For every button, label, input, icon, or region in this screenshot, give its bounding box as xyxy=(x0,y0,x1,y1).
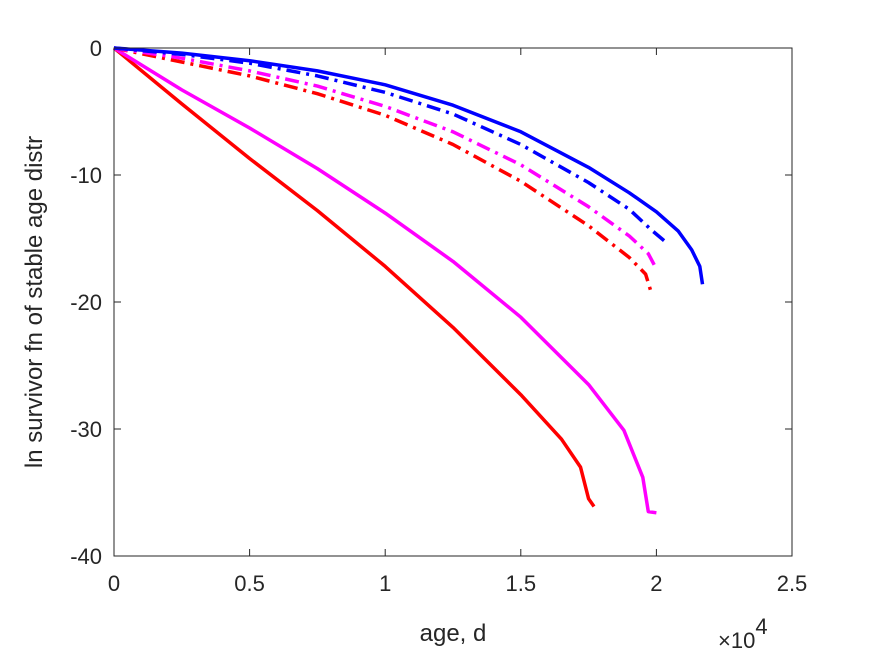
x-tick-label: 1.5 xyxy=(506,571,537,596)
series-line-2 xyxy=(113,46,657,515)
y-tick-label: -40 xyxy=(70,544,102,569)
y-tick-label: -30 xyxy=(70,417,102,442)
x-axis-ticks: 0 0.5 1 1.5 2 2.5 xyxy=(108,48,807,596)
series-line-1 xyxy=(112,46,596,508)
x-exponent-power: 4 xyxy=(755,614,767,639)
series-line-4 xyxy=(113,46,658,270)
y-axis-ticks: 0 -10 -20 -30 -40 xyxy=(70,36,792,569)
x-tick-label: 2 xyxy=(650,571,662,596)
y-axis-label: ln survivor fn of stable age distr xyxy=(21,136,48,468)
series-line-6 xyxy=(113,46,705,285)
y-tick-label: 0 xyxy=(90,36,102,61)
x-tick-label: 0.5 xyxy=(234,571,265,596)
x-axis-exponent-label: ×104 xyxy=(718,614,768,653)
series-line-3 xyxy=(113,46,653,293)
y-tick-label: -10 xyxy=(70,163,102,188)
plot-area xyxy=(114,48,792,556)
series-line-5 xyxy=(113,46,666,243)
x-tick-label: 0 xyxy=(108,571,120,596)
x-exponent-base: ×10 xyxy=(718,628,755,653)
x-axis-label: age, d xyxy=(420,620,487,647)
x-tick-label: 1 xyxy=(379,571,391,596)
y-tick-label: -20 xyxy=(70,290,102,315)
x-tick-label: 2.5 xyxy=(777,571,808,596)
series-layer xyxy=(112,46,705,515)
